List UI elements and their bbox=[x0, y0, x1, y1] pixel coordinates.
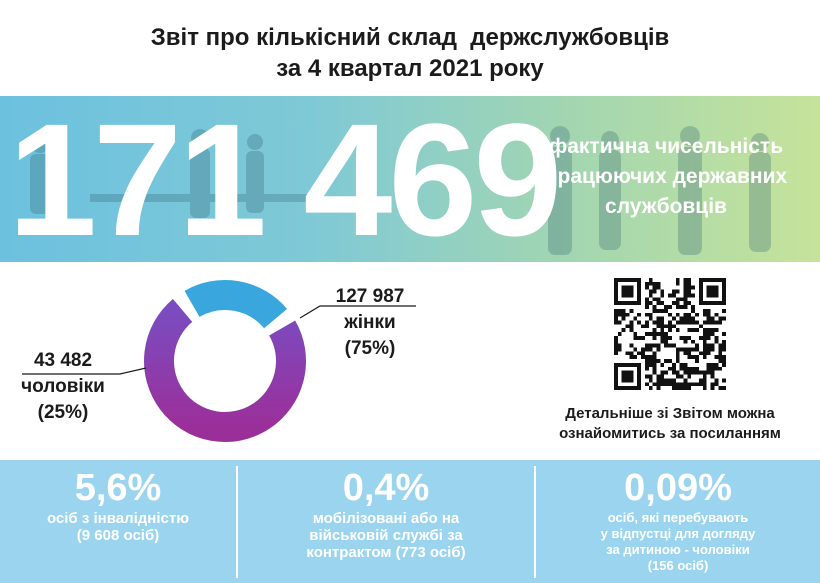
total-caption-line2: працюючих державних bbox=[544, 165, 788, 188]
women-count: 127 987 bbox=[335, 286, 405, 307]
stat-mobilized-label-1: мобілізовані або на bbox=[312, 510, 460, 527]
donut-segment-men bbox=[184, 280, 288, 329]
total-caption-line3: службовців bbox=[605, 195, 727, 218]
qr-caption: Детальніше зі Звітом можна ознайомитись … bbox=[510, 404, 820, 444]
men-count: 43 482 bbox=[33, 350, 93, 371]
report-title-line2: за 4 квартал 2021 року bbox=[276, 55, 544, 82]
stat-disability: 5,6% осіб з інвалідністю (9 608 осіб) bbox=[0, 460, 236, 583]
men-label: 43 482 чоловіки (25%) bbox=[2, 348, 124, 426]
men-percent: (25%) bbox=[37, 402, 89, 423]
stat-mobilized: 0,4% мобілізовані або на військовій служ… bbox=[238, 460, 534, 583]
stat-leave-value: 0,09% bbox=[624, 467, 732, 509]
stat-leave-label-2: у відпустці для догляду bbox=[600, 526, 756, 541]
stat-parental-leave: 0,09% осіб, які перебувають у відпустці … bbox=[536, 460, 820, 583]
stat-disability-count: (9 608 осіб) bbox=[76, 527, 160, 544]
stat-leave-label-3: за дитиною - чоловіки bbox=[606, 542, 750, 557]
women-label: 127 987 жінки (75%) bbox=[318, 284, 422, 362]
report-title-line1: Звіт про кількісний склад держслужбовців bbox=[150, 24, 670, 51]
qr-code-icon[interactable] bbox=[614, 278, 726, 390]
gender-donut-svg bbox=[144, 280, 306, 442]
stat-mobilized-label-2: військовій службі за bbox=[309, 527, 463, 544]
qr-caption-line2: ознайомитись за посиланням bbox=[559, 425, 781, 442]
stat-disability-value: 5,6% bbox=[74, 467, 162, 509]
stats-divider bbox=[534, 466, 536, 578]
women-percent: (75%) bbox=[344, 338, 396, 359]
gender-donut-chart bbox=[140, 276, 310, 446]
stat-mobilized-label-3: контрактом (773 осіб) bbox=[306, 544, 466, 561]
stat-mobilized-value: 0,4% bbox=[342, 467, 430, 509]
total-civil-servants-number: 171 469 bbox=[8, 96, 562, 262]
total-caption-line1: фактична чисельність bbox=[548, 135, 784, 158]
people-silhouettes-image bbox=[30, 126, 771, 255]
donut-segment-women bbox=[144, 298, 306, 442]
stat-leave-label-4: (156 осіб) bbox=[647, 558, 709, 573]
headline-banner: 171 469 фактична чисельність працюючих д… bbox=[0, 96, 820, 262]
men-caption: чоловіки bbox=[21, 376, 105, 397]
qr-caption-line1: Детальніше зі Звітом можна bbox=[565, 405, 775, 422]
women-caption: жінки bbox=[344, 312, 396, 333]
stats-divider bbox=[236, 466, 238, 578]
stats-panel: 5,6% осіб з інвалідністю (9 608 осіб) 0,… bbox=[0, 460, 820, 583]
total-caption: фактична чисельність працюючих державних… bbox=[520, 132, 812, 222]
stat-disability-label: осіб з інвалідністю bbox=[46, 510, 190, 527]
report-title: Звіт про кількісний склад держслужбовців… bbox=[0, 22, 820, 84]
stat-leave-label-1: осіб, які перебувають bbox=[607, 510, 749, 525]
